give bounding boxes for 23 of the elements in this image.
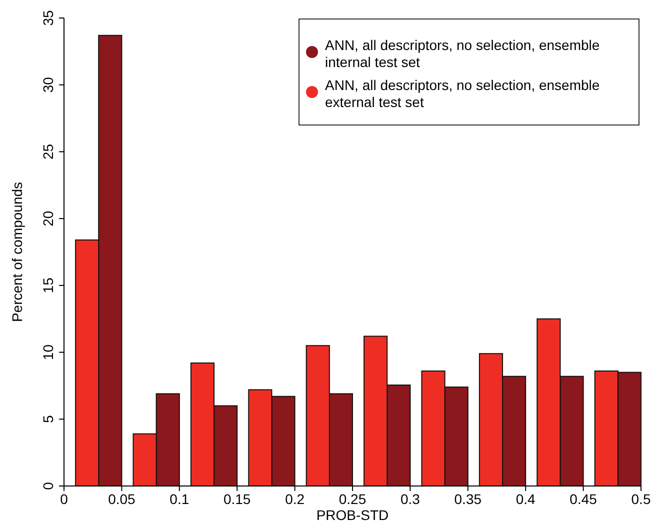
x-tick-label: 0 [60, 491, 68, 507]
x-tick-label: 0.1 [170, 491, 190, 507]
y-tick-label: 10 [40, 344, 56, 360]
x-tick-label: 0.05 [108, 491, 136, 507]
y-tick-label: 0 [40, 482, 56, 490]
x-tick-label: 0.3 [400, 491, 420, 507]
y-axis-title: Percent of compounds [9, 182, 25, 322]
x-tick-label: 0.5 [631, 491, 651, 507]
legend-label: ANN, all descriptors, no selection, ensemble external test set [325, 77, 600, 110]
legend-label: ANN, all descriptors, no selection, ensemble internal test set [325, 37, 600, 70]
x-tick-label: 0.2 [285, 491, 305, 507]
y-tick-label: 20 [40, 210, 56, 226]
x-axis-title: PROB-STD [316, 507, 389, 523]
x-tick-label: 0.25 [338, 491, 366, 507]
x-tick-label: 0.15 [223, 491, 251, 507]
y-tick-label: 30 [40, 76, 56, 93]
y-tick-label: 25 [40, 144, 56, 160]
y-tick-label: 15 [40, 277, 56, 294]
y-tick-label: 35 [40, 10, 56, 26]
x-tick-label: 0.45 [570, 491, 598, 507]
y-tick-label: 5 [40, 415, 56, 424]
x-tick-label: 0.35 [454, 491, 482, 507]
x-tick-label: 0.4 [516, 491, 536, 507]
